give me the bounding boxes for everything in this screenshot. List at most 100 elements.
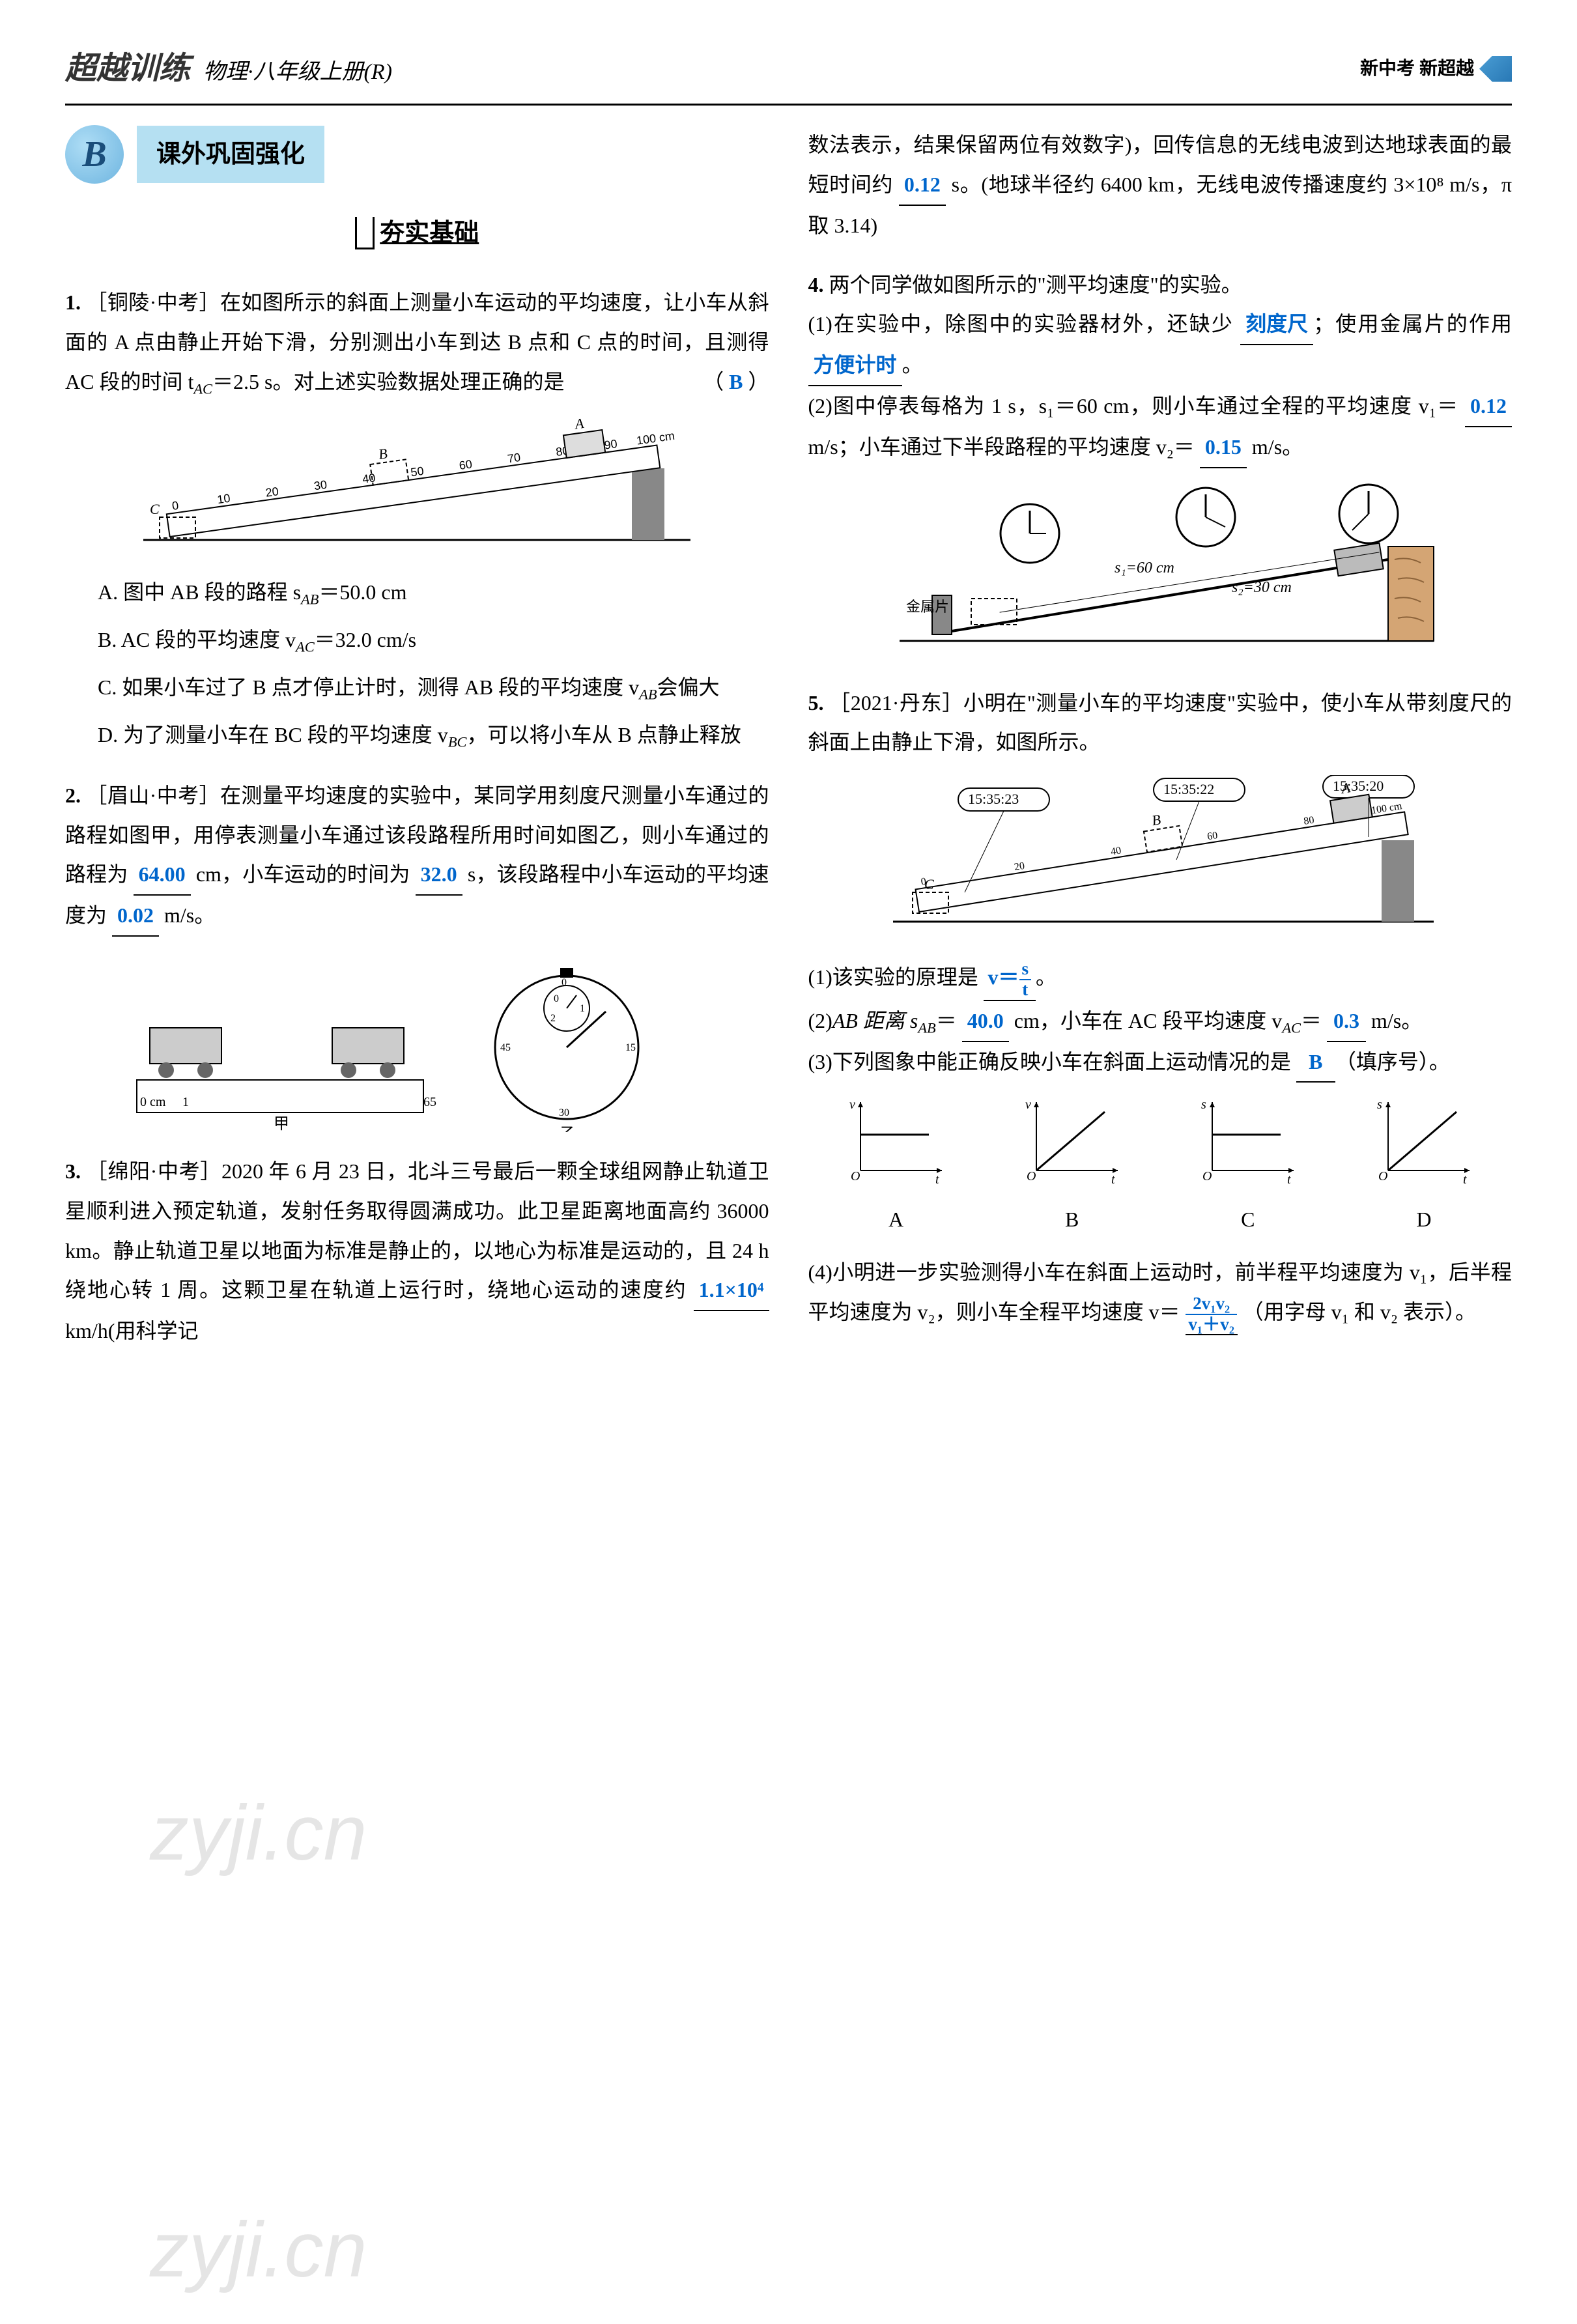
problem-3: 3. ［绵阳·中考］2020 年 6 月 23 日，北斗三号最后一颗全球组网静止…: [65, 1152, 769, 1351]
problem-number: 2.: [65, 784, 81, 807]
svg-text:t: t: [1463, 1172, 1467, 1187]
svg-text:1: 1: [580, 1003, 585, 1014]
svg-text:s₂=30 cm: s₂=30 cm: [1232, 579, 1292, 596]
svg-text:金属片: 金属片: [906, 599, 949, 615]
answer: 32.0: [416, 855, 462, 896]
header-slogan: 新中考 新超越: [1360, 51, 1474, 86]
svg-text:60: 60: [459, 457, 474, 472]
answer: B: [1296, 1042, 1335, 1083]
problem-5: 5. ［2021·丹东］小明在"测量小车的平均速度"实验中，使小车从带刻度尺的斜…: [808, 683, 1513, 1336]
figure-ramp-1: 01020 304050 607080 90100 cm A B C: [65, 416, 769, 560]
page-header: 超越训练 物理·八年级上册(R) 新中考 新超越: [65, 39, 1512, 106]
svg-text:B: B: [1150, 812, 1161, 829]
problem-source: ［2021·丹东］: [829, 691, 963, 715]
svg-text:1: 1: [182, 1095, 189, 1109]
svg-text:O: O: [1027, 1169, 1036, 1183]
ruler-icon: [355, 217, 375, 249]
svg-text:90: 90: [604, 437, 619, 452]
svg-text:乙: 乙: [560, 1126, 576, 1132]
problem-3-continued: 数法表示，结果保留两位有效数字)，回传信息的无线电波到达地球表面的最短时间约 0…: [808, 125, 1513, 245]
svg-text:50: 50: [410, 464, 425, 479]
svg-text:80: 80: [1303, 815, 1314, 827]
svg-text:0: 0: [561, 977, 567, 988]
figure-ramp-clocks: 金属片 s₁=60 cm s₂=30 cm: [808, 481, 1513, 664]
svg-text:甲: 甲: [274, 1116, 289, 1132]
problem-2: 2. ［眉山·中考］在测量平均速度的实验中，某同学用刻度尺测量小车通过的路程如图…: [65, 776, 769, 1132]
svg-text:O: O: [851, 1169, 860, 1183]
answer: 2v₁v₂ v₁＋v₂: [1186, 1294, 1237, 1335]
svg-text:100 cm: 100 cm: [636, 429, 675, 447]
answer: 0.12: [1465, 386, 1512, 427]
svg-text:30: 30: [313, 478, 328, 493]
svg-text:t: t: [1111, 1172, 1115, 1187]
svg-text:20: 20: [265, 485, 280, 500]
problem-number: 1.: [65, 290, 81, 314]
svg-text:15: 15: [625, 1042, 636, 1053]
svg-text:A: A: [573, 416, 585, 432]
svg-text:70: 70: [507, 451, 522, 466]
section-header: B 课外巩固强化: [65, 125, 769, 184]
answer: B: [729, 370, 743, 393]
section-label: 课外巩固强化: [137, 126, 324, 183]
answer: 0.02: [112, 896, 159, 937]
graph-d: stO D: [1372, 1096, 1476, 1240]
right-column: 数法表示，结果保留两位有效数字)，回传信息的无线电波到达地球表面的最短时间约 0…: [808, 125, 1513, 1370]
graph-c: stO C: [1196, 1096, 1300, 1240]
answer: 刻度尺: [1240, 304, 1313, 345]
svg-text:0: 0: [171, 499, 180, 513]
svg-text:65: 65: [423, 1095, 436, 1109]
answer: 0.12: [899, 165, 946, 206]
book-subtitle: 物理·八年级上册(R): [203, 51, 392, 94]
svg-text:O: O: [1378, 1169, 1387, 1183]
svg-text:2: 2: [550, 1013, 556, 1024]
problem-source: ［眉山·中考］: [86, 784, 220, 807]
problem-source: ［绵阳·中考］: [87, 1159, 221, 1183]
svg-text:20: 20: [1014, 860, 1025, 873]
graph-a: vtO A: [844, 1096, 948, 1240]
answer: 64.00: [134, 855, 191, 896]
figure-ruler-stopwatch: 0 cm 65 1 甲 0 15 30 45 0 1 2 乙: [65, 950, 769, 1132]
svg-text:40: 40: [1110, 845, 1122, 858]
problem-1: 1. ［铜陵·中考］在如图所示的斜面上测量小车运动的平均速度，让小车从斜面的 A…: [65, 283, 769, 756]
svg-text:s: s: [1377, 1098, 1382, 1112]
graphs-row: vtO A vtO B stO C stO D: [808, 1096, 1513, 1240]
problem-source: ［铜陵·中考］: [86, 290, 220, 314]
watermark: zyji.cn: [150, 1759, 367, 1907]
figure-ramp-times: 15:35:23 15:35:22 15:35:20 020406080100 …: [808, 775, 1513, 944]
svg-text:O: O: [1202, 1169, 1212, 1183]
problem-number: 4.: [808, 273, 824, 296]
svg-text:s₁=60 cm: s₁=60 cm: [1115, 560, 1174, 576]
problem-4: 4. 两个同学做如图所示的"测平均速度"的实验。 (1)在实验中，除图中的实验器…: [808, 265, 1513, 664]
svg-text:40: 40: [362, 471, 376, 486]
problem-number: 5.: [808, 691, 824, 715]
watermark: zyji.cn: [150, 2175, 367, 2324]
svg-text:45: 45: [500, 1042, 511, 1053]
answer: 方便计时: [808, 345, 902, 386]
svg-text:10: 10: [216, 491, 231, 506]
answer: 0.15: [1200, 427, 1247, 468]
svg-text:C: C: [924, 876, 934, 892]
svg-text:v: v: [1025, 1098, 1031, 1112]
svg-text:s: s: [1201, 1098, 1206, 1112]
left-column: B 课外巩固强化 夯实基础 1. ［铜陵·中考］在如图所示的斜面上测量小车运动的…: [65, 125, 769, 1370]
svg-text:0: 0: [554, 993, 559, 1004]
svg-text:15:35:22: 15:35:22: [1163, 781, 1214, 797]
svg-text:15:35:23: 15:35:23: [968, 791, 1019, 807]
options: A. 图中 AB 段的路程 sAB＝50.0 cm B. AC 段的平均速度 v…: [65, 573, 769, 756]
answer: v＝st: [988, 965, 1032, 989]
svg-text:v: v: [849, 1098, 855, 1112]
answer: 0.3: [1327, 1001, 1366, 1042]
svg-text:B: B: [378, 445, 389, 462]
svg-text:C: C: [150, 501, 160, 517]
book-title: 超越训练: [65, 39, 190, 98]
section-letter-badge: B: [65, 125, 124, 184]
svg-text:30: 30: [559, 1107, 569, 1118]
answer: 40.0: [962, 1001, 1009, 1042]
svg-text:0 cm: 0 cm: [140, 1095, 166, 1109]
svg-text:t: t: [1287, 1172, 1291, 1187]
svg-text:60: 60: [1206, 830, 1218, 842]
problem-number: 3.: [65, 1159, 81, 1183]
answer: 1.1×10⁴: [694, 1270, 769, 1311]
sub-heading: 夯实基础: [65, 210, 769, 257]
graph-b: vtO B: [1020, 1096, 1124, 1240]
